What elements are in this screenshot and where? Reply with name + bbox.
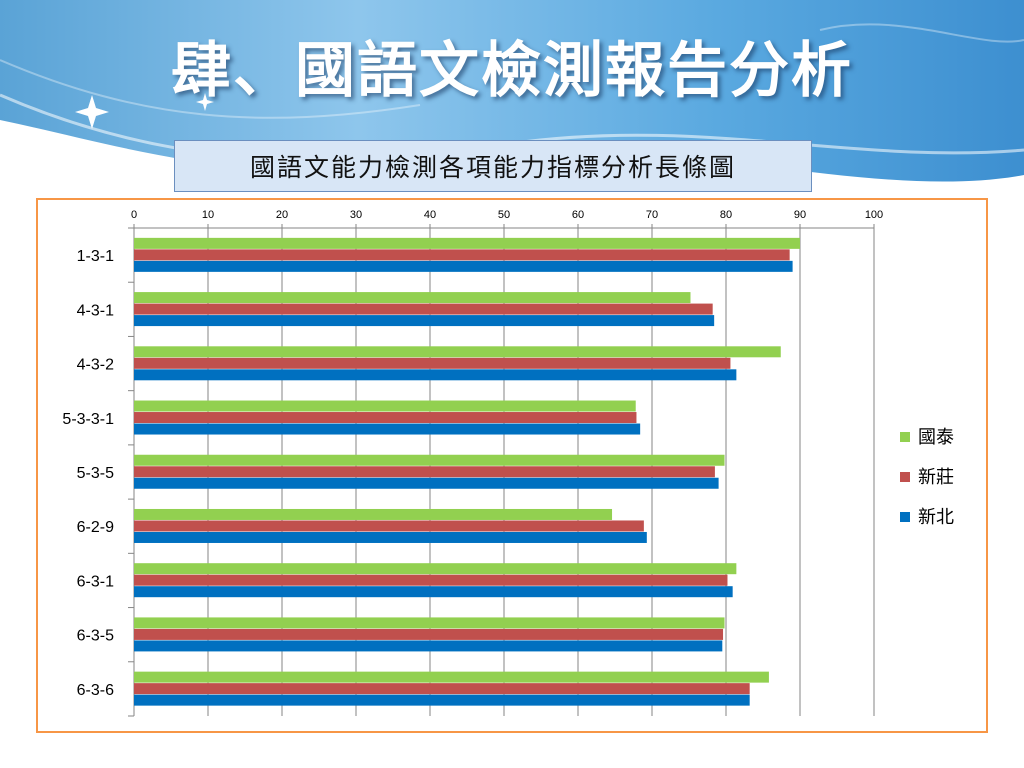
bar-國泰-1-3-1 xyxy=(134,237,800,249)
legend-swatch xyxy=(900,512,910,522)
category-label: 5-3-5 xyxy=(77,465,114,482)
bar-新莊-6-3-6 xyxy=(134,683,750,695)
bar-新北-1-3-1 xyxy=(134,260,793,272)
bar-新北-6-3-5 xyxy=(134,640,723,652)
bar-新北-5-3-3-1 xyxy=(134,423,641,435)
chart-frame: 0 10 20 30 40 50 60 70 80 90 100 1-3-1 4-3-1 4-3-2 5-3… xyxy=(36,198,988,733)
x-tick-label: 30 xyxy=(350,209,362,221)
sparkle-icon xyxy=(75,95,109,129)
bar-新北-6-3-1 xyxy=(134,586,733,598)
bar-國泰-5-3-5 xyxy=(134,454,725,466)
legend-label: 國泰 xyxy=(918,427,954,448)
bar-新北-4-3-2 xyxy=(134,369,737,381)
bar-國泰-6-3-5 xyxy=(134,617,725,629)
x-tick-label: 10 xyxy=(202,209,214,221)
bar-新北-6-2-9 xyxy=(134,531,647,543)
x-tick-label: 60 xyxy=(572,209,584,221)
bar-國泰-6-2-9 xyxy=(134,508,613,520)
legend-label: 新莊 xyxy=(918,467,954,488)
slide-title: 肆、國語文檢測報告分析 xyxy=(171,36,853,106)
legend-label: 新北 xyxy=(918,507,954,528)
category-label: 4-3-2 xyxy=(77,357,114,374)
x-tick-label: 20 xyxy=(276,209,288,221)
bar-chart: 0 10 20 30 40 50 60 70 80 90 100 1-3-1 4-3-1 4-3-2 5-3… xyxy=(62,209,954,717)
category-label: 6-2-9 xyxy=(77,519,114,536)
bar-國泰-6-3-1 xyxy=(134,563,737,575)
category-label: 6-3-5 xyxy=(77,628,114,645)
x-tick-label: 50 xyxy=(498,209,510,221)
sparkle-icon xyxy=(196,93,214,111)
bar-新北-5-3-5 xyxy=(134,477,719,489)
bar-新莊-6-3-1 xyxy=(134,574,728,586)
x-tick-label: 70 xyxy=(646,209,658,221)
bar-國泰-4-3-1 xyxy=(134,292,691,304)
bar-國泰-5-3-3-1 xyxy=(134,400,636,412)
bar-新莊-6-2-9 xyxy=(134,520,644,532)
x-tick-label: 80 xyxy=(720,209,732,221)
bar-新莊-5-3-3-1 xyxy=(134,412,637,424)
bar-新莊-6-3-5 xyxy=(134,628,724,640)
x-tick-label: 90 xyxy=(794,209,806,221)
bar-新莊-4-3-2 xyxy=(134,357,731,369)
category-label: 4-3-1 xyxy=(77,302,114,319)
category-label: 5-3-3-1 xyxy=(62,411,114,428)
bar-國泰-6-3-6 xyxy=(134,671,769,683)
bar-新莊-1-3-1 xyxy=(134,249,790,261)
category-label: 6-3-1 xyxy=(77,573,114,590)
chart-title: 國語文能力檢測各項能力指標分析長條圖 xyxy=(174,140,812,192)
bar-新北-6-3-6 xyxy=(134,694,750,706)
category-label: 6-3-6 xyxy=(77,682,114,699)
bar-新莊-4-3-1 xyxy=(134,303,713,315)
bar-國泰-4-3-2 xyxy=(134,346,781,358)
x-tick-label: 100 xyxy=(865,209,883,221)
x-tick-label: 40 xyxy=(424,209,436,221)
bar-新莊-5-3-5 xyxy=(134,466,715,478)
x-tick-label: 0 xyxy=(131,209,137,221)
bar-新北-4-3-1 xyxy=(134,315,715,327)
legend-swatch xyxy=(900,472,910,482)
category-label: 1-3-1 xyxy=(77,248,114,265)
legend-swatch xyxy=(900,432,910,442)
